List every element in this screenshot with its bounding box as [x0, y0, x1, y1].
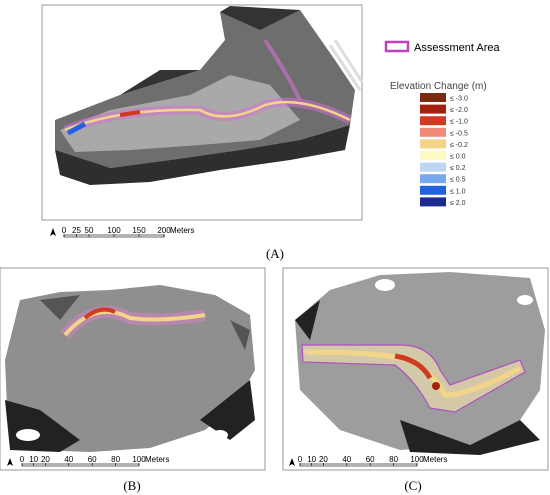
legend-label: ≤ -2.0: [450, 107, 468, 114]
legend-label: ≤ -0.2: [450, 142, 468, 149]
scale-label: 10: [307, 455, 316, 464]
legend-label: ≤ -3.0: [450, 96, 468, 103]
scale-label: 200: [157, 226, 171, 235]
legend-swatch: [420, 104, 446, 114]
scale-label: 150: [132, 226, 146, 235]
stream: [63, 309, 206, 337]
scale-unit: Meters: [145, 455, 169, 464]
gap: [16, 429, 40, 441]
legend-swatch: [420, 127, 446, 137]
scale-label: 80: [389, 455, 398, 464]
map-a: [41, 4, 364, 236]
legend-label: ≤ -1.0: [450, 119, 468, 126]
stream: [64, 100, 351, 132]
gap: [212, 430, 228, 440]
scale-label: 0: [20, 455, 25, 464]
scale-label: 40: [342, 455, 351, 464]
map-b: [0, 267, 266, 471]
scale-unit: Meters: [423, 455, 447, 464]
legend-swatch: [420, 162, 446, 172]
erosion: [394, 353, 433, 380]
scale-label: 100: [410, 455, 424, 464]
panel-label: (C): [404, 478, 421, 493]
scale-label: 20: [41, 455, 50, 464]
gap: [375, 279, 395, 291]
panel-label: (B): [123, 478, 140, 493]
vegetation: [295, 300, 540, 455]
scale-label: 100: [132, 455, 146, 464]
legend-swatch: [420, 174, 446, 184]
map-c: [282, 267, 549, 471]
erosion: [432, 382, 440, 390]
deposition: [66, 121, 87, 136]
scale-label: 0: [62, 226, 67, 235]
legend-label: ≤ 2.0: [450, 200, 466, 207]
vegetation: [55, 125, 350, 185]
erosion: [119, 110, 141, 117]
legend-swatch: [420, 185, 446, 195]
legend-swatch: [420, 139, 446, 149]
panel-label: (A): [266, 246, 284, 261]
scale-label: 40: [64, 455, 73, 464]
north-arrow: [50, 228, 56, 236]
scale-label: 0: [298, 455, 303, 464]
scale-unit: Meters: [170, 226, 194, 235]
boundary-swatch: [384, 40, 410, 53]
legend-swatch: [420, 116, 446, 126]
assessment-area: [301, 344, 526, 413]
scale-label: 25: [72, 226, 81, 235]
scale-label: 10: [29, 455, 38, 464]
erosion: [83, 307, 116, 320]
scale-label: 20: [319, 455, 328, 464]
north-arrow: [7, 458, 13, 466]
vegetation: [120, 6, 300, 95]
legend-title: Elevation Change (m): [390, 81, 487, 92]
legend-label: ≤ 0.5: [450, 177, 466, 184]
scale-bar: [299, 463, 418, 467]
legend-swatch: [420, 93, 446, 102]
legend-label: ≤ 1.0: [450, 188, 466, 195]
scale-label: 100: [107, 226, 121, 235]
tributary: [263, 38, 302, 101]
scale-label: 50: [85, 226, 94, 235]
scale-label: 60: [366, 455, 375, 464]
legend-swatch: [420, 197, 446, 207]
legend-label: ≤ 0.0: [450, 154, 466, 161]
boundary-label: Assessment Area: [414, 42, 500, 54]
scale-bar: [21, 463, 140, 467]
north-arrow: [289, 458, 295, 466]
gap: [517, 295, 533, 305]
legend-label: ≤ -0.5: [450, 130, 468, 137]
vegetation: [40, 295, 250, 350]
road: [328, 39, 364, 91]
vegetation: [5, 380, 255, 452]
scale-label: 60: [88, 455, 97, 464]
legend-swatch: [420, 151, 446, 160]
scale-label: 80: [111, 455, 120, 464]
legend-label: ≤ 0.2: [450, 165, 466, 172]
